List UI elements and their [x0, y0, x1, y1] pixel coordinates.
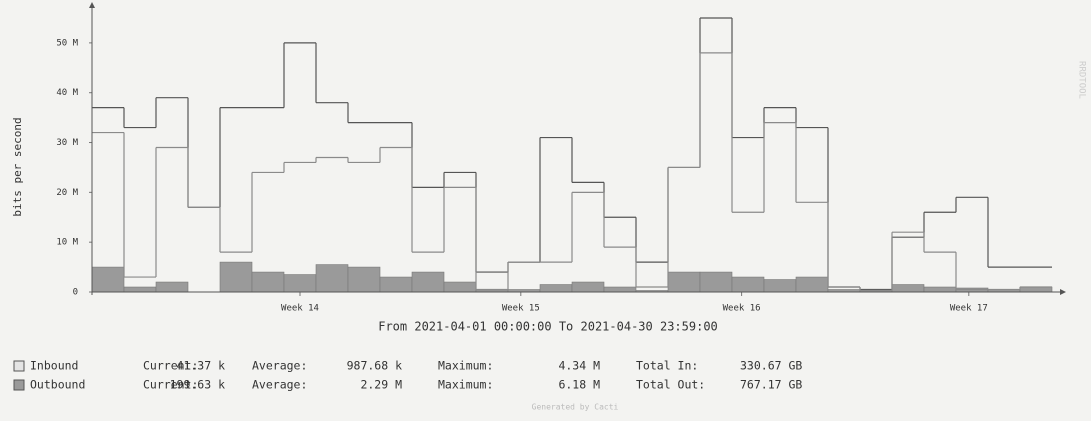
area-segment	[123, 286, 157, 293]
footer: Generated by Cacti	[532, 403, 619, 412]
legend-text: Current:	[143, 359, 198, 373]
area-segment	[923, 286, 957, 293]
area-segment	[763, 279, 797, 293]
y-axis-arrow	[89, 2, 95, 8]
watermark: RRDTOOL	[1077, 61, 1087, 99]
area-segment	[699, 271, 733, 293]
y-tick-label: 30 M	[56, 138, 78, 148]
y-tick-label: 50 M	[56, 38, 78, 48]
area-segment	[283, 274, 317, 293]
area-segment	[443, 281, 477, 293]
area-segment	[539, 284, 573, 293]
area-segment	[571, 281, 605, 293]
legend-text: Maximum:	[438, 359, 493, 373]
area-segment	[795, 276, 829, 293]
legend-text: Average:	[252, 359, 307, 373]
legend-text: Maximum:	[438, 378, 493, 392]
area-segment	[155, 281, 189, 293]
x-axis-arrow	[1060, 289, 1066, 295]
legend-text: Current:	[143, 378, 198, 392]
x-tick-label: Week 17	[950, 304, 988, 314]
legend-text: 4.34 M	[558, 359, 600, 373]
legend-text: Average:	[252, 378, 307, 392]
area-segment	[667, 271, 701, 293]
legend-text: Outbound	[30, 378, 85, 392]
x-tick-label: Week 16	[723, 304, 761, 314]
area-segment	[731, 276, 765, 293]
legend-text: 330.67 GB	[740, 359, 802, 373]
x-tick-label: Week 14	[281, 304, 319, 314]
legend-text: 767.17 GB	[740, 378, 802, 392]
legend-text: Total Out:	[636, 378, 705, 392]
x-tick-label: Week 15	[502, 304, 540, 314]
area-segment	[315, 264, 349, 293]
area-segment	[379, 276, 413, 293]
y-tick-label: 40 M	[56, 88, 78, 98]
y-tick-label: 20 M	[56, 188, 78, 198]
area-segment	[347, 266, 381, 293]
area-segment	[603, 286, 637, 293]
legend-text: 199.63 k	[170, 378, 225, 392]
y-axis-label: bits per second	[11, 117, 24, 216]
area-segment	[91, 266, 125, 293]
area-segment	[219, 261, 253, 293]
legend-text: Inbound	[30, 359, 78, 373]
area-segment	[251, 271, 285, 293]
x-axis-label: From 2021-04-01 00:00:00 To 2021-04-30 2…	[378, 320, 718, 334]
legend-text: 2.29 M	[360, 378, 402, 392]
y-tick-label: 0	[73, 288, 78, 298]
legend-text: Total In:	[636, 359, 698, 373]
area-segment	[1019, 286, 1053, 293]
legend-swatch	[13, 379, 25, 391]
legend-text: 41.37 k	[177, 359, 226, 373]
legend-text: 6.18 M	[558, 378, 600, 392]
legend-text: 987.68 k	[347, 359, 402, 373]
area-segment	[411, 271, 445, 293]
area-segment	[891, 284, 925, 293]
y-tick-label: 10 M	[56, 238, 78, 248]
legend-swatch	[13, 360, 25, 372]
